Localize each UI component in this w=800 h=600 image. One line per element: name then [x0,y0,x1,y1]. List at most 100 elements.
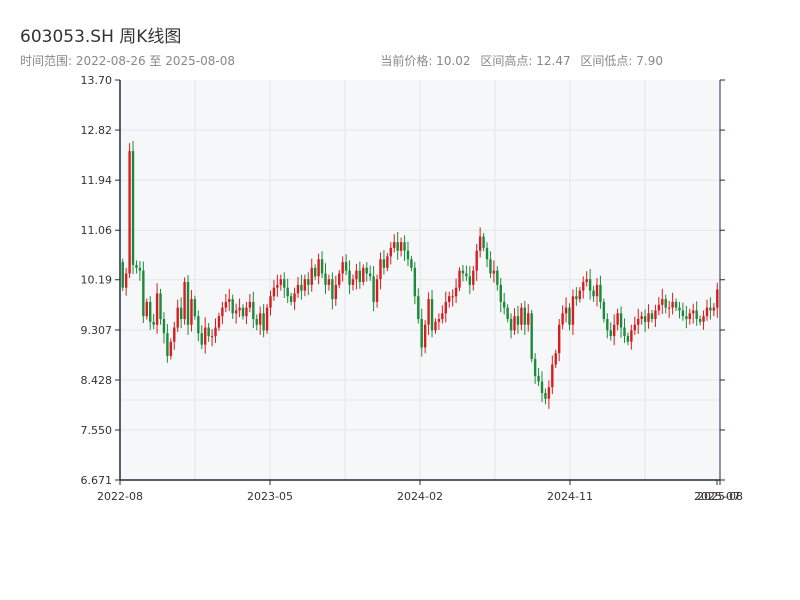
candle-body [678,307,681,311]
x-tick-label: 2024-02 [397,490,443,503]
y-tick-label: 13.70 [81,74,113,87]
candle-body [234,310,238,314]
candle-body [124,273,128,288]
candle-body [145,301,148,317]
candle-body [327,279,331,285]
candle-body [420,319,423,348]
candle-body [155,293,159,325]
candle-body [320,259,324,274]
candle-body [681,310,685,317]
chart-title: 603053.SH 周K线图 [20,27,182,47]
candle-body [389,247,392,257]
candle-body [379,259,382,280]
y-tick-label: 12.82 [81,124,113,137]
y-tick-label: 6.671 [81,474,113,487]
candle-body [705,307,709,317]
candle-body [241,307,245,317]
candle-body [279,279,283,285]
candle-body [179,307,183,320]
y-tick-label: 11.94 [81,174,113,187]
candle-body [399,242,403,251]
candle-body [688,313,691,320]
candle-body [159,293,162,320]
candle-body [258,313,262,325]
candle-body [533,358,537,376]
candle-body [183,282,186,320]
candle-body [674,301,678,308]
candle-body [716,289,719,308]
candle-body [142,270,145,317]
candle-body [685,316,688,320]
candle-body [640,316,643,320]
candle-body [344,262,348,271]
candle-body [186,282,190,325]
candle-body [551,364,554,388]
y-tick-label: 10.19 [81,274,113,287]
candle-body [152,321,155,325]
candle-body [482,236,485,248]
candle-body [582,282,585,291]
candle-body [276,284,279,288]
candle-body [489,259,492,274]
candle-body [698,319,702,322]
candle-body [647,313,650,322]
candle-body [530,313,533,359]
candle-body [485,247,489,260]
candle-body [413,267,417,297]
candle-body [406,250,410,260]
candle-body [588,279,592,291]
candle-body [245,307,248,317]
candle-body [547,387,551,399]
candle-body [286,287,289,297]
candle-body [527,313,530,325]
candle-body [204,327,207,345]
candle-body [303,279,307,291]
candle-body [454,287,458,297]
y-axis: 13.70 12.82 11.94 11.06 10.19 9.307 8.428 7.550… [81,74,725,487]
candle-body [448,296,451,302]
candle-body [355,270,358,280]
candle-body [554,353,557,365]
candle-body [444,301,447,314]
range-high: 区间高点: 12.47 [480,54,571,68]
candle-body [657,304,661,311]
x-tick-label: 2025-07 [694,490,740,503]
candle-body [173,327,176,342]
candle-body [403,242,406,251]
range-low: 区间低点: 7.90 [580,54,663,68]
price-stats: 当前价格: 10.02 区间高点: 12.47 区间低点: 7.90 [374,52,663,69]
candle-body [149,301,152,322]
candle-body [661,299,664,305]
candle-body [499,284,502,302]
candle-body [523,307,527,325]
candle-body [121,262,124,288]
candle-body [478,236,482,251]
candle-body [289,296,293,302]
candle-body [341,262,344,274]
x-tick-label: 2024-11 [547,490,593,503]
candle-body [513,316,516,331]
candle-body [138,267,142,271]
candle-body [362,267,365,283]
candle-body [503,301,506,308]
candle-body [540,381,544,393]
candle-body [162,319,166,334]
candle-body [176,307,179,328]
x-tick-label: 2022-08 [97,490,143,503]
candle-body [193,299,197,317]
candle-body [262,313,265,331]
y-tick-label: 8.428 [81,374,113,387]
candle-body [571,296,575,325]
candle-body [334,284,337,300]
candle-body [585,279,588,283]
candle-body [248,301,252,308]
candle-body [557,324,561,354]
candle-body [664,299,667,308]
candle-body [300,284,303,291]
candle-body [626,336,630,342]
candle-body [650,313,654,320]
candle-body [272,287,276,297]
candle-body [166,333,169,356]
candle-body [461,270,465,274]
candle-body [324,273,327,285]
